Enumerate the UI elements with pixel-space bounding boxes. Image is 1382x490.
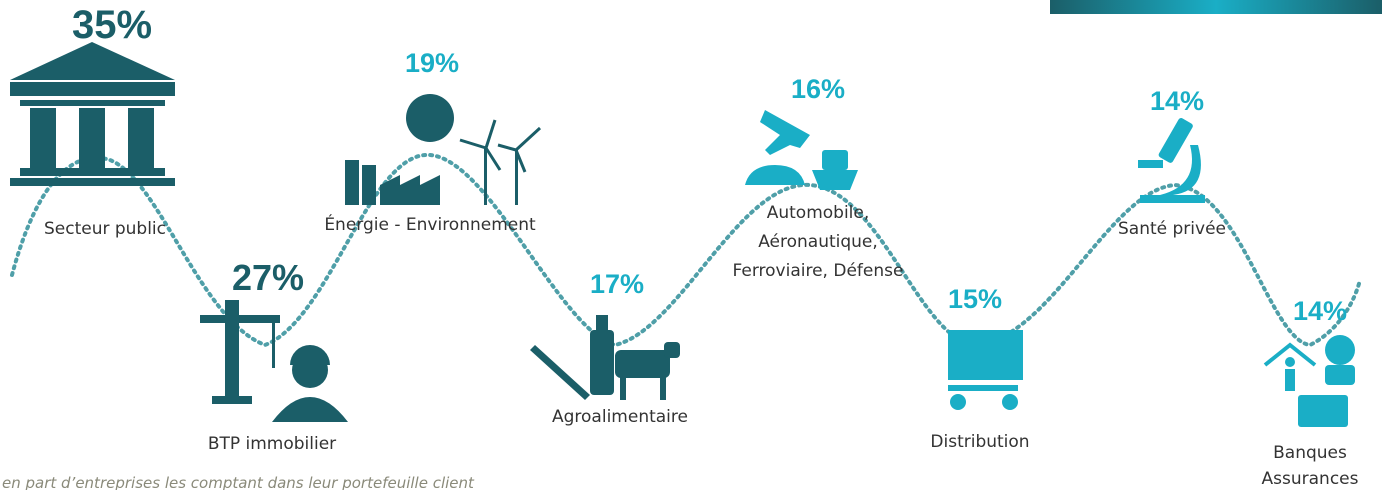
icon-agrifood	[530, 315, 680, 400]
icon-transport	[745, 110, 858, 190]
percent: 19%	[405, 48, 459, 78]
percent: 14%	[1293, 296, 1347, 326]
footnote: en part d’entreprises les comptant dans …	[2, 474, 475, 490]
icon-cart	[948, 330, 1023, 410]
label: Banques	[1273, 443, 1347, 463]
icon-microscope	[1138, 117, 1205, 203]
infographic: 35% Secteur public 27% BTP immobilier 19…	[0, 0, 1382, 490]
label: Assurances	[1262, 469, 1359, 489]
icon-bank	[1265, 335, 1355, 427]
percent: 14%	[1150, 86, 1204, 116]
label: Aéronautique,	[758, 232, 878, 252]
percent: 16%	[791, 74, 845, 104]
label: Énergie - Environnement	[324, 213, 536, 235]
icon-construction	[200, 300, 348, 422]
percent: 27%	[232, 257, 304, 298]
label: Secteur public	[44, 219, 166, 239]
label: Automobile,	[767, 203, 870, 223]
icon-energy	[345, 94, 540, 205]
label: Agroalimentaire	[552, 407, 688, 427]
label: Santé privée	[1118, 219, 1226, 239]
percent: 15%	[948, 284, 1002, 314]
percent: 17%	[590, 269, 644, 299]
label: Ferroviaire, Défense	[733, 261, 904, 281]
percent: 35%	[72, 3, 152, 47]
label: Distribution	[930, 432, 1029, 452]
icon-temple	[10, 42, 175, 186]
top-bar	[1050, 0, 1382, 14]
label: BTP immobilier	[208, 434, 336, 454]
